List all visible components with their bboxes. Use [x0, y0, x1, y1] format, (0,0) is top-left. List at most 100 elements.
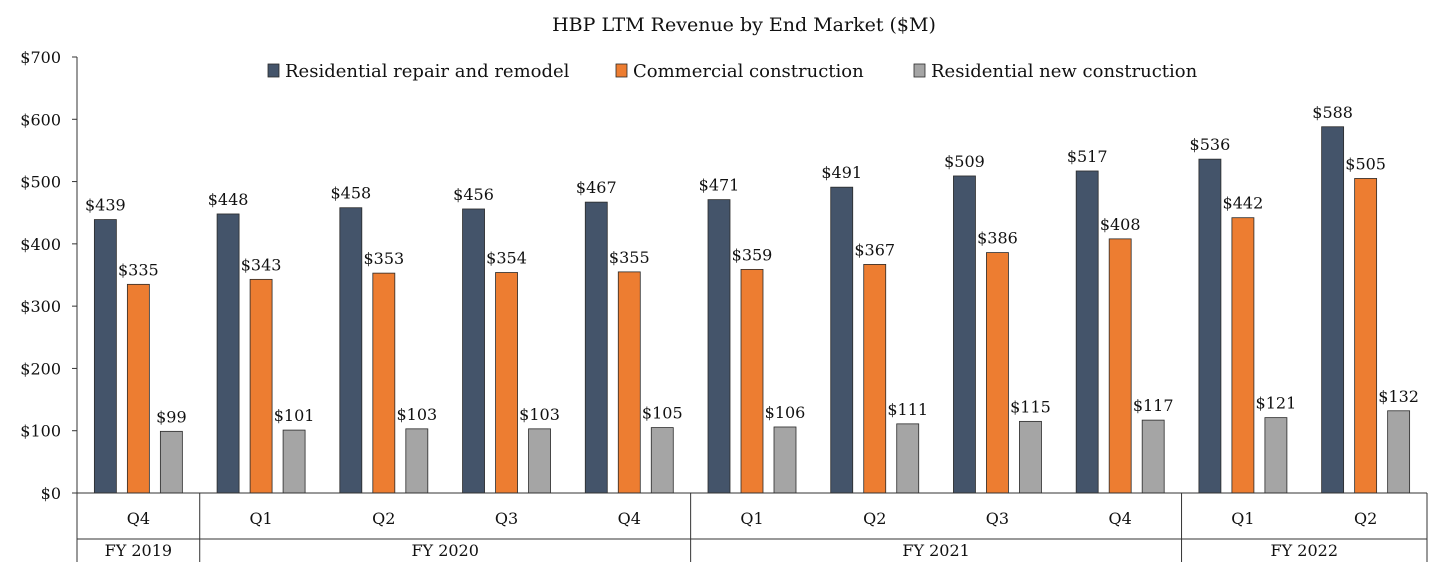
data-label: $439 — [85, 196, 126, 215]
x-tick-label: Q1 — [1231, 509, 1254, 528]
bar — [249, 278, 273, 494]
bar — [1387, 410, 1411, 494]
x-tick-label: Q3 — [495, 509, 518, 528]
legend-item: Commercial construction — [615, 61, 864, 82]
x-tick-label: Q4 — [1109, 509, 1132, 528]
data-label: $353 — [363, 249, 404, 268]
data-label: $536 — [1190, 135, 1231, 154]
data-label: $355 — [609, 248, 650, 267]
bar — [986, 252, 1009, 494]
bar — [126, 283, 150, 494]
bar — [1075, 170, 1099, 494]
data-label: $517 — [1067, 147, 1108, 166]
bar — [1321, 126, 1345, 494]
y-tick-label: $200 — [20, 359, 61, 378]
data-label: $105 — [642, 404, 683, 423]
data-label: $505 — [1345, 154, 1386, 173]
group-label: FY 2019 — [105, 541, 172, 560]
legend-swatch — [267, 63, 280, 78]
bar — [584, 201, 608, 494]
legend-item: Residential repair and remodel — [267, 61, 570, 82]
bar — [1141, 419, 1165, 494]
bar — [863, 264, 887, 494]
bar — [830, 186, 854, 494]
x-tick-label: Q4 — [127, 509, 150, 528]
y-tick-label: $400 — [20, 235, 61, 254]
bar — [896, 423, 920, 494]
x-tick-label: Q4 — [618, 509, 641, 528]
y-tick-label: $0 — [41, 484, 61, 503]
data-label: $588 — [1312, 103, 1353, 122]
x-axis: Q4 Q1 Q2 Q3 Q4 Q1 Q2 Q3 Q4 Q1 Q2 FY 2019 FY 2020 FY 2… — [76, 492, 1428, 562]
legend-swatch — [913, 63, 926, 78]
bar — [740, 268, 764, 494]
legend-label: Residential repair and remodel — [285, 61, 570, 82]
data-label: $335 — [118, 260, 159, 279]
bar — [1354, 178, 1378, 494]
x-tick-label: Q1 — [249, 509, 272, 528]
legend-swatch — [615, 63, 628, 78]
x-tick-label: Q3 — [986, 509, 1009, 528]
x-tick-label: Q2 — [1354, 509, 1377, 528]
bar — [773, 426, 797, 494]
bar — [93, 219, 117, 494]
y-tick-label: $700 — [20, 48, 61, 67]
group-label: FY 2022 — [1271, 541, 1338, 560]
data-label: $448 — [208, 190, 249, 209]
data-label: $103 — [396, 405, 437, 424]
data-label: $359 — [732, 245, 773, 264]
legend-item: Residential new construction — [913, 61, 1198, 82]
data-label: $99 — [156, 407, 187, 426]
y-tick-label: $300 — [20, 297, 61, 316]
data-label: $121 — [1256, 394, 1297, 413]
y-tick-label: $600 — [20, 110, 61, 129]
data-label: $408 — [1100, 215, 1141, 234]
data-label: $509 — [944, 152, 985, 171]
y-axis: $0 $100 $200 $300 $400 $500 $600 $700 — [20, 48, 78, 503]
bar — [707, 199, 731, 494]
legend: Residential repair and remodel Commercial… — [267, 61, 1198, 82]
data-label: $471 — [699, 176, 740, 195]
data-label: $103 — [519, 405, 560, 424]
data-label: $106 — [765, 403, 806, 422]
bar — [159, 430, 183, 494]
data-label: $442 — [1223, 194, 1264, 213]
bar — [462, 208, 485, 494]
legend-label: Residential new construction — [931, 61, 1198, 82]
group-label: FY 2020 — [411, 541, 478, 560]
bar — [216, 213, 240, 494]
data-label: $117 — [1133, 396, 1174, 415]
bar — [1198, 158, 1222, 494]
data-labels: $439 $335 $99 $448 $343 $101 $458 $353 $103 $456 $… — [85, 103, 1419, 427]
bar — [282, 429, 306, 494]
data-label: $111 — [887, 400, 928, 419]
data-label: $115 — [1010, 397, 1051, 416]
data-label: $354 — [486, 249, 527, 268]
bar — [1108, 238, 1132, 494]
bar — [495, 272, 518, 494]
data-label: $343 — [241, 255, 282, 274]
x-tick-label: Q2 — [372, 509, 395, 528]
bar — [372, 272, 396, 494]
data-label: $456 — [453, 185, 494, 204]
data-label: $467 — [576, 178, 617, 197]
y-tick-label: $100 — [20, 422, 61, 441]
bar — [339, 207, 363, 494]
data-label: $386 — [977, 229, 1018, 248]
legend-label: Commercial construction — [633, 61, 864, 82]
bar — [650, 427, 674, 494]
data-label: $367 — [854, 240, 895, 259]
group-label: FY 2021 — [902, 541, 969, 560]
bar — [1264, 417, 1288, 494]
data-label: $101 — [274, 406, 315, 425]
data-label: $458 — [330, 184, 371, 203]
bar — [617, 271, 641, 494]
bar — [528, 428, 551, 494]
y-tick-label: $500 — [20, 173, 61, 192]
bar — [953, 175, 976, 494]
x-tick-label: Q2 — [863, 509, 886, 528]
data-label: $491 — [821, 163, 862, 182]
x-tick-label: Q1 — [740, 509, 763, 528]
bars — [93, 126, 1411, 494]
